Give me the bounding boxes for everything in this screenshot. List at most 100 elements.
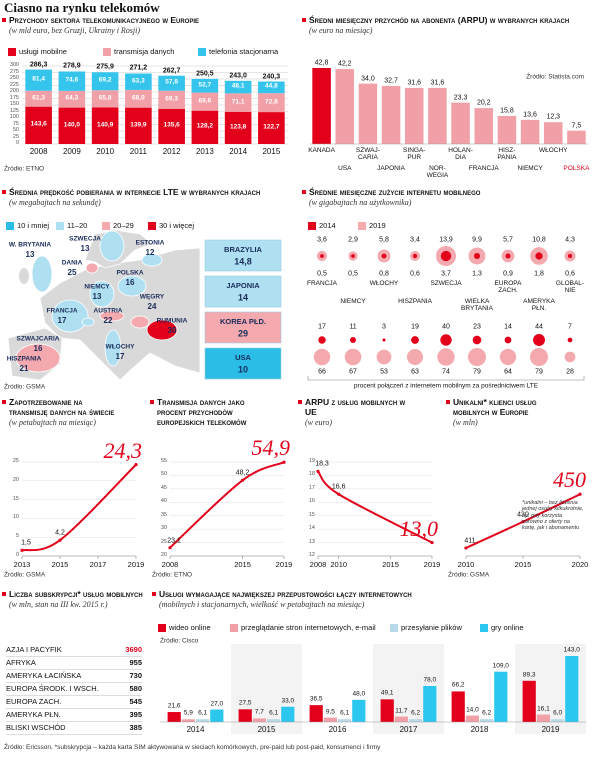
bar <box>238 709 252 722</box>
y-tick-label: 200 <box>9 88 19 95</box>
point <box>521 520 525 524</box>
legend-swatch <box>358 222 366 230</box>
region <box>104 329 122 367</box>
y-tick-label: 12 <box>308 552 315 559</box>
point <box>134 463 138 467</box>
bar-segment <box>158 90 185 109</box>
row-label: AMERYKA ŁACIŃSKA <box>6 671 82 681</box>
chart-canvas <box>8 48 288 145</box>
legend-swatch <box>198 48 206 56</box>
chart-header: Transmisja danych jako procent przychodó… <box>150 397 269 427</box>
x-tick-label: 2008 <box>309 560 327 570</box>
bar-segment <box>158 75 185 91</box>
y-tick-label: 0 <box>15 140 19 147</box>
bar <box>358 83 378 144</box>
bar <box>281 706 295 722</box>
row-label: EUROPA ŚRODK. I WSCH. <box>6 684 99 694</box>
chart-title: ARPU z usług mobilnych w UE <box>305 397 406 417</box>
value-label: 78,0 <box>423 676 437 684</box>
legend-swatch <box>8 48 16 56</box>
value-label: 27,0 <box>210 700 224 708</box>
y-tick-label: 40 <box>160 498 167 505</box>
page-title: Ciasno na rynku telekomów <box>4 0 160 15</box>
value-label: 23,1 <box>167 537 181 544</box>
chart-title: Średnie miesięczne zużycie internetu mob… <box>309 187 481 197</box>
lte-bubble <box>567 337 573 343</box>
bar-segment <box>191 78 219 93</box>
bar <box>394 716 408 722</box>
x-tick-label: NIEMCY <box>517 165 543 172</box>
legend-label: telefonia stacjonarna <box>209 47 279 57</box>
lte-bubble <box>468 348 486 366</box>
source: Źródło: GSMA <box>4 571 46 579</box>
chart-panel: 10 i mniej 11–20 20–29 30 i więcej W. BRYTAN… <box>0 187 292 396</box>
category-label: AMERYKA PŁN. <box>523 298 555 312</box>
value-label: 6,1 <box>340 709 350 717</box>
x-tick-label: SZWAJ- CARIA <box>355 147 380 161</box>
region-name: AUSTRIA <box>93 307 123 315</box>
region-value: 22 <box>103 315 113 325</box>
y-tick-label: 35 <box>160 511 167 518</box>
lte-label: 40 <box>442 323 450 331</box>
value-label: 6,2 <box>482 709 492 717</box>
point <box>316 469 320 473</box>
region-value: 21 <box>19 363 29 373</box>
lte-bubble <box>313 348 331 366</box>
value-label: 123,8 <box>229 123 247 131</box>
value-label: 66,2 <box>451 682 465 690</box>
bubble <box>473 252 481 260</box>
bar-segment <box>91 90 119 108</box>
legend-swatch <box>6 222 14 230</box>
chart-subtitle: (w petabajtach na miesiąc) <box>9 417 96 427</box>
value-label: 135,6 <box>163 121 180 129</box>
point <box>430 540 434 545</box>
x-tick-label: 2011 <box>129 146 147 156</box>
value-label: 4,2 <box>55 529 65 537</box>
bar-segment <box>58 90 86 108</box>
x-tick-label: 2019 <box>127 560 145 570</box>
region-name: POLSKA <box>116 269 144 277</box>
region <box>81 317 95 327</box>
value-label: 12,3 <box>546 113 561 121</box>
value-label: 21,6 <box>167 702 181 710</box>
value-label: 63,3 <box>132 77 145 85</box>
value-label: 71,1 <box>231 98 245 106</box>
category-label: EUROPA ZACH. <box>494 280 522 294</box>
value-label: 0,6 <box>565 270 575 278</box>
x-tick-label: 2008 <box>29 146 48 156</box>
region-name: ESTONIA <box>135 239 165 247</box>
value-label: 48,0 <box>352 690 366 698</box>
note: *unikalni – bez liczenia jednej osoby ki… <box>522 500 584 532</box>
legend-label: 2019 <box>369 221 386 231</box>
point <box>58 538 62 542</box>
x-tick-label: NOR- WEGIA <box>426 165 449 179</box>
bar-segment <box>125 73 152 90</box>
x-tick-label: 2015 <box>257 724 276 734</box>
y-tick-label: 19 <box>308 458 315 465</box>
value-label: 6,1 <box>269 709 279 717</box>
chart-panel: 42,8 KANADA 42,2 USA 34,0 SZWAJ- CARIA 32,7 JAP… <box>300 15 592 191</box>
value-label: 44,8 <box>265 82 278 90</box>
value-label: 6,1 <box>198 709 208 717</box>
legend-swatch <box>230 624 238 632</box>
chart-panel: 20 25 30 35 40 45 50 55 2008 2015 2019 23,1 48,2 54,9… <box>148 397 296 586</box>
region <box>130 315 150 329</box>
line <box>21 463 137 552</box>
value-label: 68,0 <box>132 94 145 102</box>
x-tick-label: 2009 <box>62 146 81 156</box>
y-tick-label: 0 <box>15 552 19 559</box>
chart-canvas <box>316 461 434 559</box>
total-label: 240,3 <box>262 72 281 80</box>
box-name: USA <box>235 353 251 363</box>
bar <box>465 715 479 722</box>
x-tick-label: 2010 <box>330 560 348 570</box>
lte-bubble <box>564 351 576 363</box>
bar <box>567 130 586 144</box>
chart-header: Średni miesięczny przychód na abonenta (… <box>302 15 592 35</box>
row-value: 3690 <box>125 645 142 655</box>
x-tick-label: 2013 <box>13 560 31 570</box>
chart-subtitle: (w megabajtach na sekundę) <box>9 197 101 207</box>
x-tick-label: 2010 <box>96 146 115 156</box>
bar <box>474 108 494 144</box>
